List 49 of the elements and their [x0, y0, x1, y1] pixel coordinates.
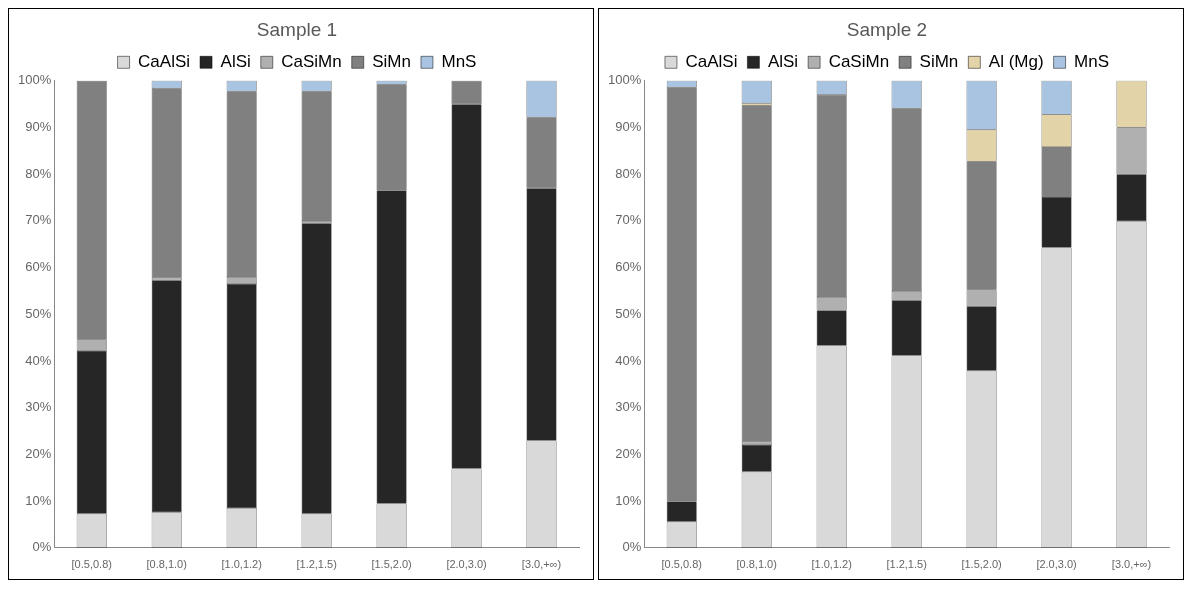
y-tick-label: 0% [622, 539, 642, 555]
y-tick-label: 100% [608, 72, 642, 88]
y-tick-label: 10% [25, 492, 52, 508]
y-tick-label: 70% [25, 212, 52, 228]
legend-label: CaSiMn [281, 51, 342, 71]
y-tick-label: 40% [25, 352, 52, 368]
y-tick-label: 70% [615, 212, 642, 228]
y-tick-label: 30% [25, 399, 52, 415]
y-tick-label: 20% [25, 445, 52, 461]
legend-label: SiMn [919, 51, 959, 71]
x-tick-label: [1.0,1.2) [811, 558, 852, 571]
y-tick-label: 10% [615, 492, 642, 508]
x-tick-label: [3.0,+∞) [521, 558, 562, 571]
x-tick-label: [0.5,0.8) [661, 558, 702, 571]
legend-label: Al (Mg) [988, 51, 1044, 71]
y-tick-label: 80% [25, 165, 52, 181]
y-tick-label: 50% [25, 305, 52, 321]
y-tick-label: 20% [615, 445, 642, 461]
legend-label: SiMn [372, 51, 411, 71]
legend-label: CaSiMn [828, 51, 890, 71]
legend-label: MnS [441, 51, 477, 71]
chart-title: Sample 1 [256, 18, 338, 40]
legend-label: CaAlSi [138, 51, 191, 71]
legend-label: MnS [1074, 51, 1110, 71]
x-tick-label: [0.8,1.0) [146, 558, 187, 571]
y-tick-label: 90% [25, 119, 52, 135]
y-tick-label: 30% [615, 399, 642, 415]
x-tick-label: [1.5,2.0) [961, 558, 1002, 571]
y-tick-label: 90% [615, 119, 642, 135]
x-tick-label: [2.0,3.0) [1036, 558, 1077, 571]
x-tick-label: [1.2,1.5) [296, 558, 337, 571]
legend-label: CaAlSi [685, 51, 738, 71]
y-tick-label: 100% [18, 72, 52, 88]
chart-title: Sample 2 [846, 18, 928, 40]
y-tick-label: 40% [615, 352, 642, 368]
y-tick-label: 60% [615, 259, 642, 275]
y-tick-label: 60% [25, 259, 52, 275]
legend-label: AlSi [767, 51, 799, 71]
x-tick-label: [1.0,1.2) [221, 558, 262, 571]
legend-label: AlSi [220, 51, 251, 71]
x-tick-label: [3.0,+∞) [1111, 558, 1152, 571]
y-tick-label: 80% [615, 165, 642, 181]
x-tick-label: [0.8,1.0) [736, 558, 777, 571]
x-tick-label: [0.5,0.8) [71, 558, 112, 571]
x-tick-label: [2.0,3.0) [446, 558, 487, 571]
y-tick-label: 0% [32, 539, 52, 555]
y-tick-label: 50% [615, 305, 642, 321]
x-tick-label: [1.2,1.5) [886, 558, 927, 571]
x-tick-label: [1.5,2.0) [371, 558, 412, 571]
